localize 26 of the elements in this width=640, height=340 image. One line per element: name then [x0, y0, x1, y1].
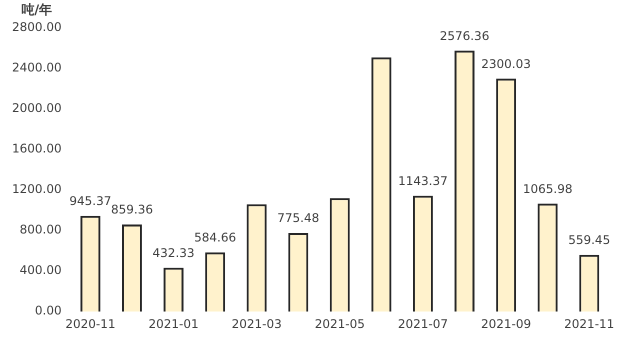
- x-tick-label: 2021-07: [398, 316, 448, 331]
- y-tick-label: 2800.00: [12, 20, 62, 34]
- x-tick-label: 2021-03: [232, 316, 282, 331]
- data-label: 2300.03: [481, 56, 531, 71]
- data-label: 1065.98: [522, 182, 572, 196]
- x-tick-label: 2020-11: [65, 316, 116, 331]
- y-tick-label: 2000.00: [12, 101, 62, 116]
- x-tick-label: 2021-01: [148, 316, 199, 331]
- x-tick-label: 2021-05: [314, 316, 365, 331]
- data-label: 2576.36: [440, 28, 490, 43]
- data-label: 945.37: [69, 194, 112, 208]
- y-tick-label: 800.00: [20, 222, 62, 237]
- x-tick-label: 2021-09: [481, 316, 532, 331]
- y-tick-label: 400.00: [20, 263, 62, 278]
- y-tick-label: 0.00: [34, 304, 62, 318]
- data-label: 559.45: [568, 233, 610, 248]
- y-tick-label: 2400.00: [12, 60, 62, 75]
- data-label: 1143.37: [398, 174, 448, 188]
- x-tick-label: 2021-11: [564, 316, 614, 331]
- data-label: 584.66: [194, 230, 236, 245]
- data-label: 859.36: [110, 202, 153, 217]
- data-label: 432.33: [152, 246, 195, 260]
- data-label: 775.48: [277, 211, 320, 226]
- y-axis-title: 吨/年: [21, 2, 52, 18]
- y-tick-label: 1600.00: [12, 142, 62, 156]
- y-tick-label: 1200.00: [12, 182, 62, 196]
